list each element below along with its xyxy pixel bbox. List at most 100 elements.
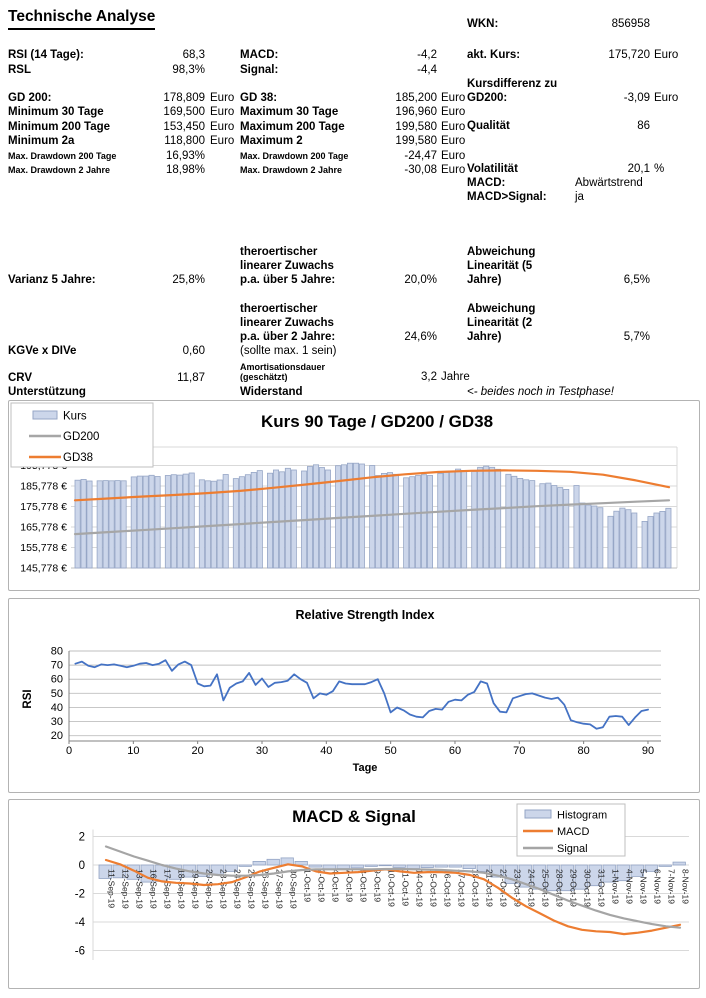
kurs-bar	[477, 466, 484, 569]
kurs-bar	[591, 505, 598, 569]
stat-label: Maximum 200 Tage	[240, 121, 345, 133]
kurs-bar	[461, 470, 468, 569]
stat-value: 25,8%	[172, 274, 205, 286]
stat-label: theroertischer	[240, 303, 318, 315]
date-label: 9-Oct-19	[373, 869, 383, 902]
stat-unit: Euro	[441, 135, 466, 147]
histogram-bar	[672, 861, 686, 866]
rsi-line	[74, 659, 649, 730]
kurs-bar	[74, 479, 81, 569]
date-label: 29-Oct-19	[569, 869, 579, 907]
y-tick-label: 175,778 €	[20, 501, 67, 513]
date-label: 8-Oct-19	[359, 869, 369, 902]
stat-label: <- beides noch in Testphase!	[467, 386, 614, 398]
kurs-bar	[142, 475, 149, 569]
y-tick-label: 60	[51, 674, 63, 686]
stat-label: Maximum 2	[240, 135, 303, 147]
legend-label: Signal	[557, 843, 588, 855]
date-label: 22-Oct-19	[499, 869, 509, 907]
kurs-bar	[529, 480, 536, 569]
kurs-bar	[619, 507, 626, 569]
stat-unit: Jahre	[441, 371, 470, 383]
signal-line	[104, 845, 682, 929]
histogram-bar	[616, 864, 630, 882]
stat-value: Abwärtstrend	[575, 177, 643, 189]
kurs-bar	[443, 472, 450, 569]
kurs-bar	[665, 507, 672, 569]
macd-line	[104, 858, 682, 936]
date-label: 24-Sep-19	[233, 869, 243, 909]
histogram-bar	[364, 864, 378, 867]
stat-unit: Euro	[654, 49, 679, 61]
stat-label: Minimum 200 Tage	[8, 121, 111, 133]
x-tick-label: 60	[449, 745, 461, 757]
kurs-bar	[489, 466, 496, 569]
kurs-bar	[170, 474, 177, 569]
stat-value: 118,800	[164, 135, 205, 147]
kurs-bar	[437, 473, 444, 569]
stat-label: WKN:	[467, 18, 499, 30]
histogram-bar	[294, 861, 308, 866]
stat-value: ja	[575, 191, 584, 203]
x-axis-title: Tage	[353, 762, 378, 774]
gd38-line	[73, 469, 671, 502]
stat-label: MACD>Signal:	[467, 191, 547, 203]
stat-label: Linearität (2	[467, 317, 533, 329]
histogram-bar	[308, 864, 322, 868]
x-tick-label: 80	[578, 745, 590, 757]
stat-label: KGVe x DIVe	[8, 345, 77, 357]
y-tick-label: 30	[51, 716, 63, 728]
stat-label: Kursdifferenz zu	[467, 78, 558, 90]
date-label: 1-Oct-19	[303, 869, 313, 902]
stat-unit: Euro	[441, 121, 466, 133]
kurs-bar	[284, 467, 291, 569]
kurs-bar	[130, 476, 137, 569]
stat-value: 199,580	[395, 135, 437, 147]
stat-value: 175,720	[608, 49, 650, 61]
kurs-bar	[204, 480, 211, 569]
date-label: 25-Oct-19	[541, 869, 551, 907]
date-label: 7-Oct-19	[345, 869, 355, 902]
kurs-bar	[505, 473, 512, 569]
kurs-bar	[148, 474, 155, 569]
stat-unit: Euro	[441, 92, 466, 104]
rsi-chart: 80 70 60 50 40 30 20 0 10 20 30 40 50 60 70 80 90 Relativ…	[8, 598, 700, 793]
stat-label: Maximum 30 Tage	[240, 106, 339, 118]
kurs-bar	[517, 478, 524, 569]
date-label: 30-Sep-19	[289, 869, 299, 909]
stat-label: Max. Drawdown 200 Tage	[8, 151, 117, 161]
stat-value: 169,500	[163, 106, 205, 118]
stat-label: p.a. über 2 Jahre:	[240, 331, 336, 343]
kurs-bar	[523, 479, 530, 569]
kurs-bar	[188, 472, 195, 569]
date-label: 23-Oct-19	[513, 869, 523, 907]
stat-value: 178,809	[163, 92, 205, 104]
kurs-bar	[420, 474, 427, 569]
stat-value: 199,580	[395, 121, 437, 133]
histogram-bar	[518, 864, 532, 888]
date-label: 11-Oct-19	[401, 869, 411, 906]
stat-value: 3,2	[421, 371, 437, 383]
stat-label: RSL	[8, 64, 31, 76]
kurs-bar	[409, 476, 416, 569]
kurs-bar	[176, 474, 183, 569]
kurs-bar	[96, 480, 103, 569]
macd-plot: 2 0 -2 -4 -6 11-Sep-19 12-Sep-19 13-Sep-19 16-Se…	[75, 803, 691, 960]
chart-legend: Kurs GD200 GD38	[10, 402, 154, 468]
stat-unit: Euro	[441, 164, 466, 176]
date-label: 12-Sep-19	[121, 869, 131, 909]
stat-value: -4,4	[417, 64, 437, 76]
stat-label: Max. Drawdown 2 Jahre	[8, 165, 111, 175]
histogram-bar	[238, 864, 252, 867]
y-tick-label: 0	[79, 860, 85, 872]
stat-label: MACD:	[467, 177, 506, 189]
histogram-bar	[224, 864, 238, 872]
x-tick-label: 0	[66, 745, 72, 757]
date-label: 30-Oct-19	[583, 869, 593, 907]
stat-label: CRV	[8, 372, 33, 384]
histogram-bar	[546, 864, 560, 892]
date-label: 1-Nov-19	[611, 869, 621, 904]
stat-unit: Euro	[210, 135, 235, 147]
histogram-bar	[630, 864, 644, 877]
